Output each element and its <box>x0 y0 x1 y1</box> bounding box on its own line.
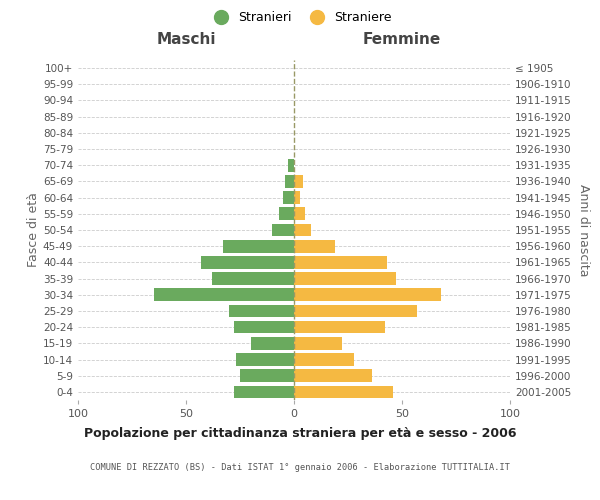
Bar <box>294 386 394 398</box>
Bar <box>229 304 294 318</box>
Bar <box>294 175 302 188</box>
Bar <box>294 272 395 285</box>
Bar <box>294 256 387 268</box>
Text: Femmine: Femmine <box>363 32 441 47</box>
Bar <box>201 256 294 268</box>
Bar <box>286 175 294 188</box>
Bar <box>294 208 305 220</box>
Text: Maschi: Maschi <box>156 32 216 47</box>
Bar <box>294 192 301 204</box>
Bar <box>212 272 294 285</box>
Bar <box>294 224 311 236</box>
Y-axis label: Anni di nascita: Anni di nascita <box>577 184 590 276</box>
Bar <box>233 386 294 398</box>
Y-axis label: Fasce di età: Fasce di età <box>27 192 40 268</box>
Bar <box>236 353 294 366</box>
Bar <box>294 321 385 334</box>
Bar <box>294 304 417 318</box>
Bar <box>279 208 294 220</box>
Bar <box>294 353 355 366</box>
Bar <box>272 224 294 236</box>
Bar <box>294 337 341 349</box>
Bar <box>251 337 294 349</box>
Bar <box>294 370 372 382</box>
Bar <box>233 321 294 334</box>
Bar <box>294 240 335 252</box>
Bar <box>287 159 294 172</box>
Bar <box>283 192 294 204</box>
Text: COMUNE DI REZZATO (BS) - Dati ISTAT 1° gennaio 2006 - Elaborazione TUTTITALIA.IT: COMUNE DI REZZATO (BS) - Dati ISTAT 1° g… <box>90 462 510 471</box>
Bar <box>223 240 294 252</box>
Legend: Stranieri, Straniere: Stranieri, Straniere <box>203 6 397 29</box>
Text: Popolazione per cittadinanza straniera per età e sesso - 2006: Popolazione per cittadinanza straniera p… <box>84 428 516 440</box>
Bar <box>240 370 294 382</box>
Bar <box>154 288 294 301</box>
Bar <box>294 288 441 301</box>
